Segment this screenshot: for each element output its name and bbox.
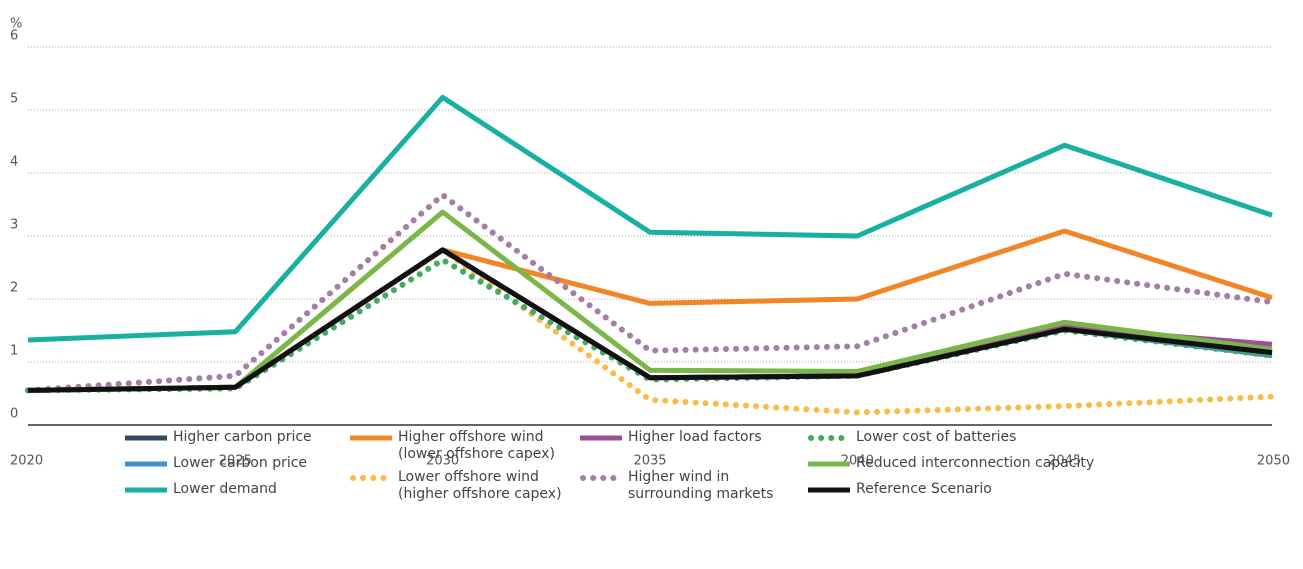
y-tick-label: 3 [10,218,18,233]
legend-label: Lower cost of batteries [856,429,1017,445]
legend-label: Lower offshore wind (higher offshore cap… [398,469,562,502]
legend-label: Higher load factors [628,429,762,445]
y-tick-label: 1 [10,344,18,359]
legend-label: Reduced interconnection capacity [856,455,1095,471]
legend-label: Higher wind in surrounding markets [628,469,774,502]
x-tick-label: 2050 [1257,454,1290,469]
series-line [27,94,1273,343]
legend-label: Lower demand [173,481,277,497]
legend-label: Lower carbon price [173,455,308,471]
y-axis-label: % [10,17,22,32]
legend-label: Higher carbon price [173,429,312,445]
y-tick-label: 6 [10,29,18,44]
x-tick-label: 2045 [1048,454,1081,469]
x-tick-label: 2035 [633,454,666,469]
series-line [25,192,1275,394]
series-line [27,228,1273,393]
legend-label: Higher offshore wind (lower offshore cap… [398,429,555,462]
x-tick-label: 2025 [219,454,252,469]
y-tick-label: 2 [10,281,18,296]
y-tick-label: 0 [10,407,18,422]
x-tick-label: 2020 [10,454,43,469]
legend-label: Reference Scenario [856,481,992,497]
y-tick-label: 4 [10,155,18,170]
series-line [27,247,1273,393]
x-tick-label: 2030 [426,454,459,469]
y-tick-label: 5 [10,92,18,107]
